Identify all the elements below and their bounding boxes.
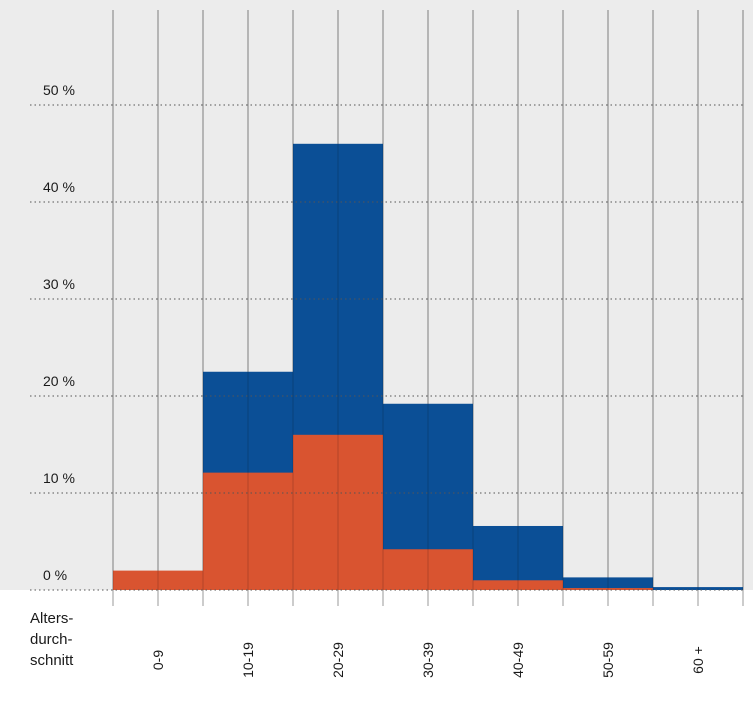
- bar-red-50-59: [563, 588, 653, 590]
- y-tick-label: 30 %: [43, 276, 75, 292]
- y-tick-label: 50 %: [43, 82, 75, 98]
- x-tick-marks: [112, 590, 744, 606]
- bar-blue-60 +: [653, 587, 743, 590]
- bar-red-10-19: [203, 472, 293, 590]
- y-tick-label: 20 %: [43, 373, 75, 389]
- category-label: 60 +: [690, 646, 706, 674]
- bar-blue-40-49: [473, 525, 563, 590]
- bar-red-40-49: [473, 580, 563, 590]
- category-label: 30-39: [420, 642, 436, 678]
- y-tick-label: 10 %: [43, 470, 75, 486]
- category-label: 50-59: [600, 642, 616, 678]
- category-labels: 0-9 10-19 20-29 30-39 40-49 50-59 60 +: [150, 642, 706, 678]
- vertical-grid: [112, 10, 744, 590]
- category-label: 10-19: [240, 642, 256, 678]
- bar-blue-50-59: [563, 577, 653, 590]
- series-red-bars: [113, 434, 653, 590]
- y-tick-label: 0 %: [43, 567, 67, 583]
- bar-red-30-39: [383, 549, 473, 590]
- category-label: 40-49: [510, 642, 526, 678]
- vertical-grid-overlay: [112, 10, 744, 590]
- category-label: 20-29: [330, 642, 346, 678]
- bar-red-20-29: [293, 434, 383, 590]
- y-tick-label: 40 %: [43, 179, 75, 195]
- category-label: 0-9: [150, 650, 166, 670]
- y-tick-labels: 0 % 10 % 20 % 30 % 40 % 50 %: [43, 82, 75, 583]
- bar-red-0-9: [113, 570, 203, 590]
- horizontal-grid: [30, 104, 743, 591]
- x-axis-caption: Alters- durch- schnitt: [30, 610, 74, 669]
